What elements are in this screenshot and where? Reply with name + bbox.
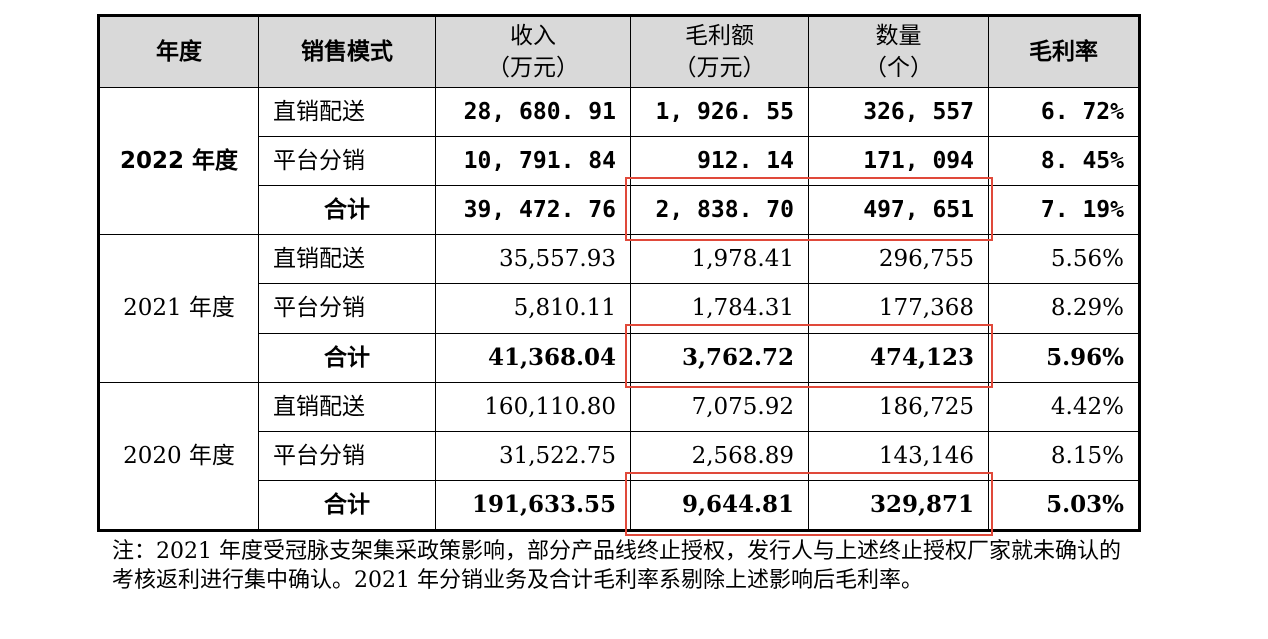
mode-cell: 直销配送 [258,86,436,138]
margin-cell: 8.15% [988,430,1140,481]
revenue-cell: 191,633.55 [435,479,631,532]
quantity-cell: 186,725 [808,381,989,432]
revenue-cell: 41,368.04 [435,332,631,383]
margin-cell: 4.42% [988,381,1140,432]
col-header-quantity: 数量 （个） [808,15,989,88]
table-row: 2020 年度 直销配送 160,110.80 7,075.92 186,725… [98,381,1140,532]
table-row: 2022 年度 直销配送 28, 680. 91 1, 926. 55 326,… [98,86,1140,236]
mode-cell: 直销配送 [258,234,436,285]
gross-profit-cell: 7,075.92 [630,381,809,432]
footnote: 注：2021 年度受冠脉支架集采政策影响，部分产品线终止授权，发行人与上述终止授… [112,539,1121,593]
col-header-revenue: 收入 （万元） [435,15,631,88]
col-header-gross-profit: 毛利额 （万元） [630,15,809,88]
gross-profit-cell: 2, 838. 70 [630,185,809,236]
total-label-cell: 合计 [258,185,436,236]
margin-cell: 7. 19% [988,185,1140,236]
gross-profit-cell: 1,978.41 [630,234,809,285]
highlight-box-2020-total [625,472,993,536]
revenue-header-text: 收入 （万元） [487,23,579,81]
gross-profit-header-text: 毛利额 （万元） [673,23,766,81]
quantity-cell: 296,755 [808,234,989,285]
table-row: 平台分销 5,810.11 1,784.31 177,368 8.29% [99,283,1140,334]
table-row-total: 合计 39, 472. 76 2, 838. 70 497, 651 7. 19… [99,185,1140,236]
year-cell-2020: 2020 年度 [98,381,259,532]
gross-profit-cell: 9,644.81 [630,479,809,532]
table-row-total: 合计 41,368.04 3,762.72 474,123 5.96% [99,332,1140,383]
total-label-cell: 合计 [258,479,436,532]
margin-cell: 5.96% [988,332,1140,383]
mode-cell: 平台分销 [258,136,436,187]
col-header-year: 年度 [98,15,259,88]
quantity-cell: 326, 557 [808,86,989,138]
highlight-box-2022-total [625,177,993,241]
table-row-total: 合计 191,633.55 9,644.81 329,871 5.03% [99,479,1140,532]
quantity-cell: 497, 651 [808,185,989,236]
year-cell-2021: 2021 年度 [98,234,259,383]
col-header-mode: 销售模式 [258,15,436,88]
table-row: 2021 年度 直销配送 35,557.93 1,978.41 296,755 … [98,234,1140,383]
margin-cell: 5.03% [988,479,1140,532]
quantity-cell: 329,871 [808,479,989,532]
mode-cell: 平台分销 [258,430,436,481]
margin-cell: 8.29% [988,283,1140,334]
gross-profit-cell: 3,762.72 [630,332,809,383]
sales-table: 年度 销售模式 收入 （万元） 毛利额 （万元） 数量 （个） 毛利率 2022… [97,14,1141,532]
revenue-cell: 160,110.80 [435,381,631,432]
revenue-cell: 10, 791. 84 [435,136,631,187]
col-header-margin: 毛利率 [988,15,1140,88]
margin-cell: 5.56% [988,234,1140,285]
margin-cell: 6. 72% [988,86,1140,138]
mode-cell: 直销配送 [258,381,436,432]
revenue-cell: 35,557.93 [435,234,631,285]
highlight-box-2021-total [625,324,993,388]
margin-cell: 8. 45% [988,136,1140,187]
quantity-header-text: 数量 （个） [864,23,933,81]
mode-cell: 平台分销 [258,283,436,334]
revenue-cell: 5,810.11 [435,283,631,334]
header-row: 年度 销售模式 收入 （万元） 毛利额 （万元） 数量 （个） 毛利率 [98,15,1140,88]
year-cell-2022: 2022 年度 [98,86,259,236]
revenue-cell: 39, 472. 76 [435,185,631,236]
total-label-cell: 合计 [258,332,436,383]
revenue-cell: 31,522.75 [435,430,631,481]
gross-profit-cell: 1, 926. 55 [630,86,809,138]
revenue-cell: 28, 680. 91 [435,86,631,138]
